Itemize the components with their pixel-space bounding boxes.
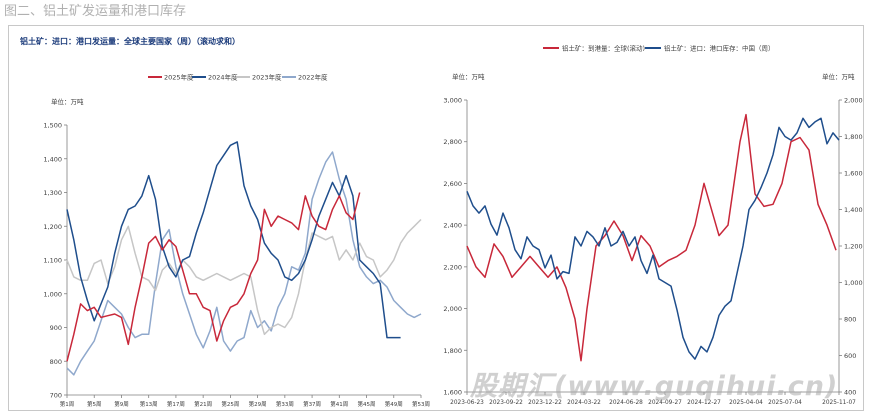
left-chart-unit-label: 单位：万吨 — [51, 97, 84, 106]
left-chart-x-tick-label: 第41周 — [330, 400, 348, 408]
right-chart-right-y-tick-label: 1,800 — [844, 133, 863, 141]
left-chart-x-tick-label: 第45周 — [358, 400, 376, 408]
right-chart-x-tick-label: 2025-11-07 — [822, 400, 856, 406]
right-chart-right-y-tick-label: 2,000 — [844, 97, 863, 105]
right-chart-x-tick-label: 2024-09-27 — [648, 400, 682, 406]
right-chart-left-y-tick-label: 1,800 — [443, 347, 462, 355]
watermark: 股期汇(www.guqihui.cn) — [470, 371, 839, 402]
left-chart-x-tick-label: 第17周 — [167, 400, 185, 408]
left-chart-x-tick-label: 第37周 — [303, 400, 321, 408]
right-chart-right-y-tick-label: 1,600 — [844, 170, 863, 178]
left-chart-x-tick-label: 第21周 — [194, 400, 212, 408]
right-chart-left-y-tick-label: 2,000 — [443, 305, 462, 313]
left-chart-legend-label: 2022年度 — [298, 73, 328, 82]
left-chart-x-tick-label: 第49周 — [385, 400, 403, 408]
left-chart-series-line — [66, 192, 361, 362]
left-chart-legend-label: 2024年度 — [208, 73, 238, 82]
left-chart-x-tick-label: 第1周 — [60, 400, 75, 408]
left-chart-series-line — [66, 218, 422, 336]
right-chart-right-y-tick-label: 1,200 — [844, 243, 863, 251]
left-chart-y-tick-label: 1,300 — [43, 189, 62, 197]
right-chart-x-tick-label: 2025-04-04 — [729, 400, 763, 406]
right-chart-x-tick-label: 2025-07-04 — [768, 400, 802, 406]
right-chart-left-unit-label: 单位：万吨 — [452, 72, 485, 81]
right-chart-x-tick-label: 2024-12-27 — [687, 400, 721, 406]
left-chart-series-line — [66, 141, 401, 339]
left-chart-y-tick-label: 1,100 — [43, 257, 62, 265]
right-chart-legend-label: 铝土矿：进口：港口库存：中国（周） — [664, 44, 775, 53]
right-chart-x-tick-label: 2024-03-22 — [567, 400, 601, 406]
right-chart-left-y-tick-label: 2,600 — [443, 180, 462, 188]
left-chart-x-tick-label: 第29周 — [249, 400, 267, 408]
left-chart-title: 铝土矿：进口：港口发运量：全球主要国家（周）（滚动求和） — [20, 37, 240, 46]
right-chart-right-y-tick-label: 1,400 — [844, 206, 863, 214]
left-chart-y-tick-label: 1,200 — [43, 223, 62, 231]
right-chart-right-y-tick-label: 1,000 — [844, 279, 863, 287]
right-chart-right-unit-label: 单位：万吨 — [822, 72, 855, 81]
right-chart-right-y-tick-label: 400 — [844, 389, 856, 397]
page-title: 图二、铝土矿发运量和港口库存 — [4, 4, 187, 19]
left-chart-y-tick-label: 800 — [50, 358, 62, 366]
left-chart-y-tick-label: 1,000 — [43, 290, 62, 298]
left-chart-y-tick-label: 1,500 — [43, 122, 62, 130]
right-chart-legend-label: 铝土矿：到港量：全球(滚动) — [562, 44, 645, 53]
left-chart-x-tick-label: 第9周 — [114, 400, 129, 408]
right-chart-left-y-tick-label: 2,200 — [443, 263, 462, 271]
right-chart-x-tick-label: 2023-09-22 — [489, 400, 523, 406]
left-chart-x-tick-label: 第13周 — [140, 400, 158, 408]
left-chart-x-tick-label: 第25周 — [221, 400, 239, 408]
left-chart-x-tick-label: 第53周 — [412, 400, 430, 408]
left-chart-y-tick-label: 1,400 — [43, 155, 62, 163]
left-chart-y-tick-label: 900 — [50, 324, 62, 332]
right-chart-right-y-tick-label: 600 — [844, 352, 856, 360]
left-chart-x-tick-label: 第33周 — [276, 400, 294, 408]
right-chart-right-y-tick-label: 800 — [844, 316, 856, 324]
right-chart-left-y-tick-label: 2,800 — [443, 138, 462, 146]
figure-panel — [8, 25, 864, 411]
right-chart-left-y-tick-label: 2,400 — [443, 222, 462, 230]
right-chart-series-line — [466, 117, 840, 360]
right-chart-x-tick-label: 2024-06-28 — [609, 400, 643, 406]
left-chart-legend-label: 2023年度 — [252, 73, 282, 82]
left-chart-y-tick-label: 700 — [50, 392, 62, 400]
right-chart-x-tick-label: 2023-06-23 — [450, 400, 484, 406]
right-chart-left-y-tick-label: 1,600 — [443, 389, 462, 397]
right-chart-series-line — [466, 113, 837, 362]
left-chart-series-line — [66, 151, 422, 376]
right-chart-left-y-tick-label: 3,000 — [443, 97, 462, 105]
left-chart-legend-label: 2025年度 — [164, 73, 194, 82]
right-chart-x-tick-label: 2023-12-22 — [528, 400, 562, 406]
left-chart-x-tick-label: 第5周 — [87, 400, 102, 408]
